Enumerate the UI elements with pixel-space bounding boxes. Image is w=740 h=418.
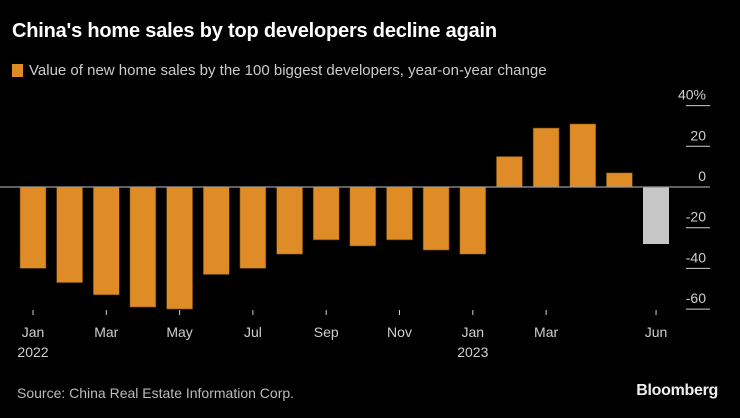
y-tick-label: 20 <box>690 127 706 143</box>
y-tick-label: -60 <box>686 290 706 306</box>
bar-oct-2022 <box>349 186 377 247</box>
bar-jan-2023 <box>459 186 487 255</box>
bar-mar-2022 <box>93 186 120 296</box>
bar-jan-2022 <box>19 186 47 269</box>
x-tick-label: Jun <box>645 324 668 340</box>
bar-aug-2022 <box>276 186 303 255</box>
bar-apr-2023 <box>569 123 597 188</box>
bar-nov-2022 <box>386 186 413 241</box>
x-tick-label: Jul <box>244 324 262 340</box>
x-tick-label: Mar <box>534 324 558 340</box>
y-tick-label: 0 <box>698 168 706 184</box>
bar-jul-2022 <box>239 186 267 269</box>
bar-may-2023 <box>606 172 633 188</box>
chart-title: China's home sales by top developers dec… <box>12 20 497 42</box>
x-tick-label: May <box>166 324 192 340</box>
y-tick-label: -40 <box>686 249 706 265</box>
legend-swatch <box>12 64 23 77</box>
y-tick-label: 40% <box>678 87 706 103</box>
bar-sep-2022 <box>312 186 340 241</box>
x-tick-label: Jan <box>22 324 45 340</box>
x-tick-year-label: 2023 <box>457 344 488 360</box>
bar-may-2022 <box>166 186 193 310</box>
y-tick-label: -20 <box>686 209 706 225</box>
bar-jun-2022 <box>203 186 230 275</box>
x-tick-year-label: 2022 <box>17 344 48 360</box>
bar-mar-2023 <box>532 127 560 188</box>
x-tick-label: Nov <box>387 324 412 340</box>
source-note: Source: China Real Estate Information Co… <box>17 385 295 401</box>
x-axis: Jan 2022 Mar May Jul Sep Nov Jan 2023 Mar Jun <box>17 310 667 360</box>
bar-dec-2022 <box>422 186 450 251</box>
x-tick-label: Mar <box>94 324 118 340</box>
bar-jun-2023 <box>643 187 669 244</box>
bar-feb-2023 <box>496 156 523 188</box>
bar-feb-2022 <box>56 186 83 283</box>
y-axis: 40% 20 0 -20 -40 -60 <box>678 87 710 310</box>
x-tick-label: Jan <box>462 324 485 340</box>
bloomberg-logo: Bloomberg <box>636 382 718 399</box>
x-tick-label: Sep <box>314 324 339 340</box>
legend: Value of new home sales by the 100 bigge… <box>12 62 547 79</box>
legend-label: Value of new home sales by the 100 bigge… <box>29 62 547 79</box>
bars-group <box>19 123 669 310</box>
bar-apr-2022 <box>129 186 157 308</box>
